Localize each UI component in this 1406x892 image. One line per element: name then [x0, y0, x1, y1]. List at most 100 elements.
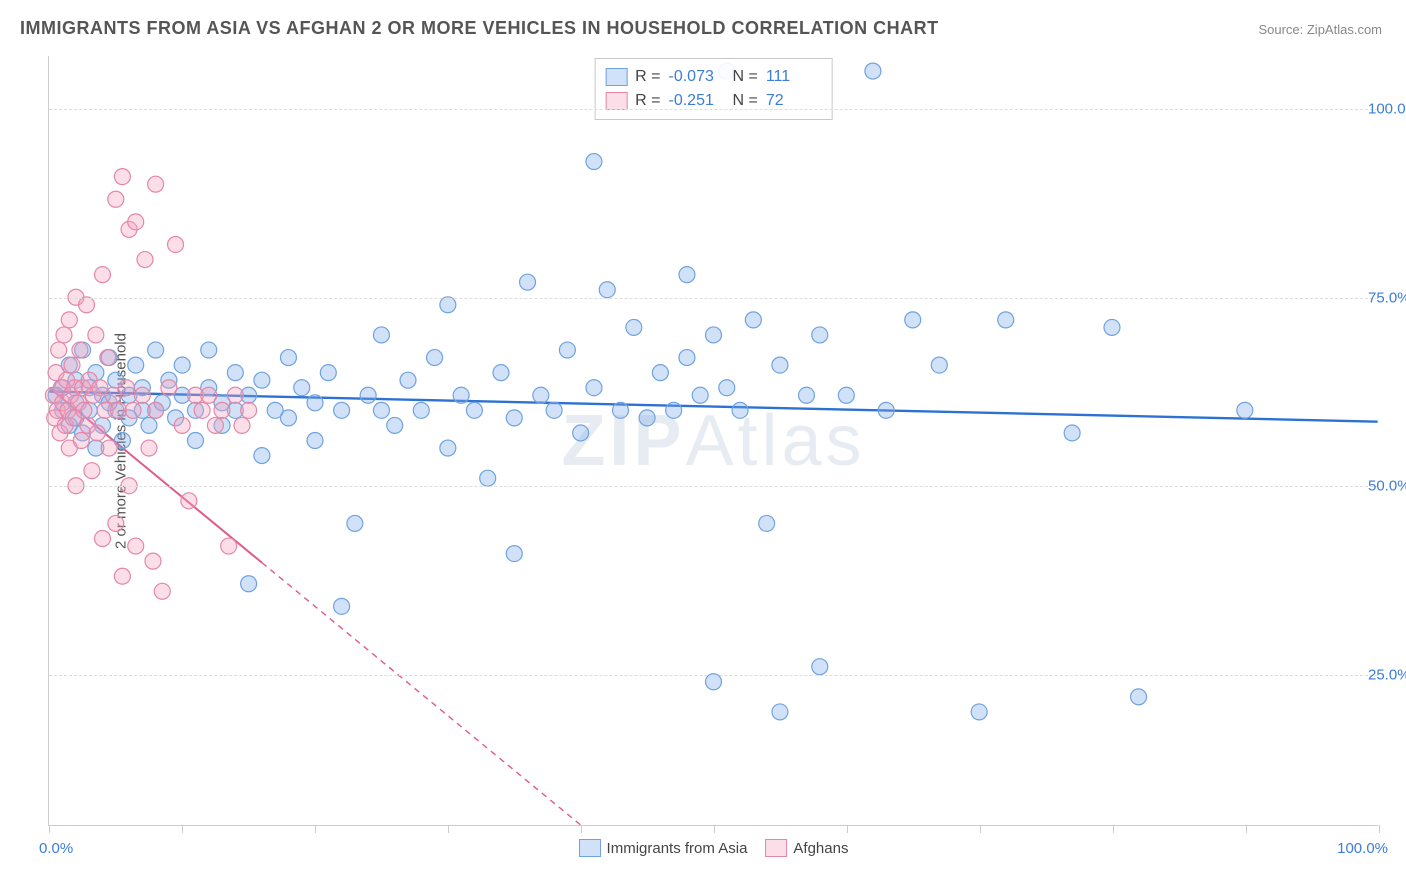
asia-point	[148, 342, 164, 358]
afghan-point	[181, 493, 197, 509]
asia-point	[719, 380, 735, 396]
asia-point	[520, 274, 536, 290]
y-tick-label: 100.0%	[1368, 100, 1406, 117]
asia-point	[334, 402, 350, 418]
asia-point	[798, 387, 814, 403]
afghan-point	[227, 387, 243, 403]
asia-point	[227, 365, 243, 381]
asia-point	[480, 470, 496, 486]
afghan-point	[128, 538, 144, 554]
asia-point	[865, 63, 881, 79]
legend-swatch	[765, 839, 787, 857]
afghan-point	[207, 417, 223, 433]
afghan-point	[61, 312, 77, 328]
afghan-point	[214, 402, 230, 418]
legend-label: Immigrants from Asia	[607, 840, 748, 857]
afghan-point	[194, 402, 210, 418]
asia-point	[427, 350, 443, 366]
afghan-point	[56, 327, 72, 343]
stat-r-value: -0.073	[669, 65, 725, 89]
scatter-svg	[49, 56, 1378, 825]
legend-swatch	[579, 839, 601, 857]
afghan-point	[110, 402, 126, 418]
afghan-point	[128, 214, 144, 230]
asia-point	[373, 327, 389, 343]
x-axis-min-label: 0.0%	[39, 840, 73, 857]
asia-point	[772, 357, 788, 373]
chart-title: IMMIGRANTS FROM ASIA VS AFGHAN 2 OR MORE…	[20, 18, 939, 39]
asia-point	[201, 342, 217, 358]
asia-point	[174, 357, 190, 373]
afghan-point	[108, 191, 124, 207]
asia-point	[626, 319, 642, 335]
afghan-point	[161, 380, 177, 396]
asia-point	[334, 598, 350, 614]
asia-point	[506, 410, 522, 426]
afghan-trendline-extrapolated	[262, 563, 581, 825]
afghan-point	[148, 402, 164, 418]
asia-point	[692, 387, 708, 403]
afghan-point	[137, 252, 153, 268]
afghan-point	[95, 267, 111, 283]
asia-point	[812, 659, 828, 675]
gridline	[49, 109, 1378, 110]
asia-point	[294, 380, 310, 396]
x-tick	[315, 825, 316, 833]
asia-point	[639, 410, 655, 426]
asia-point	[254, 372, 270, 388]
stat-r-label: R =	[635, 65, 660, 89]
y-tick-label: 25.0%	[1368, 667, 1406, 684]
legend-item: Afghans	[765, 839, 848, 857]
afghan-point	[76, 402, 92, 418]
afghan-point	[84, 463, 100, 479]
x-axis-max-label: 100.0%	[1337, 840, 1388, 857]
afghan-point	[114, 169, 130, 185]
asia-point	[1131, 689, 1147, 705]
afghan-point	[108, 515, 124, 531]
asia-point	[307, 395, 323, 411]
legend-swatch	[605, 92, 627, 110]
afghan-point	[101, 440, 117, 456]
asia-point	[706, 327, 722, 343]
x-tick	[581, 825, 582, 833]
asia-point	[759, 515, 775, 531]
afghan-point	[118, 380, 134, 396]
x-tick	[448, 825, 449, 833]
asia-point	[493, 365, 509, 381]
gridline	[49, 675, 1378, 676]
afghan-point	[64, 357, 80, 373]
x-tick	[847, 825, 848, 833]
asia-point	[413, 402, 429, 418]
asia-point	[679, 267, 695, 283]
source-label: Source: ZipAtlas.com	[1258, 22, 1382, 37]
x-tick	[1113, 825, 1114, 833]
asia-point	[599, 282, 615, 298]
asia-point	[440, 297, 456, 313]
afghan-point	[51, 342, 67, 358]
x-tick	[1246, 825, 1247, 833]
stat-n-value: 111	[766, 65, 822, 89]
asia-point	[141, 417, 157, 433]
afghan-point	[79, 297, 95, 313]
asia-point	[878, 402, 894, 418]
asia-point	[466, 402, 482, 418]
correlation-stat-box: R =-0.073N =111R =-0.251N =72	[594, 58, 833, 120]
gridline	[49, 298, 1378, 299]
afghan-point	[201, 387, 217, 403]
asia-point	[666, 402, 682, 418]
afghan-point	[95, 531, 111, 547]
asia-point	[573, 425, 589, 441]
asia-point	[307, 433, 323, 449]
afghan-point	[148, 176, 164, 192]
asia-point	[706, 674, 722, 690]
x-tick	[1379, 825, 1380, 833]
bottom-legend: Immigrants from Asia Afghans	[579, 839, 849, 857]
asia-point	[559, 342, 575, 358]
asia-point	[533, 387, 549, 403]
asia-point	[280, 410, 296, 426]
asia-point	[732, 402, 748, 418]
chart-plot-area: 2 or more Vehicles in Household ZIPAtlas…	[48, 56, 1378, 826]
asia-point	[1064, 425, 1080, 441]
asia-point	[387, 417, 403, 433]
y-tick-label: 75.0%	[1368, 289, 1406, 306]
